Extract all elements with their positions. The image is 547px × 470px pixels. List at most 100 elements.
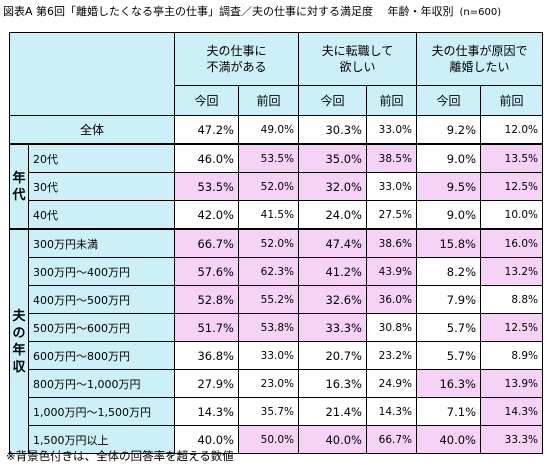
row-label: 600万円～800万円	[28, 341, 175, 370]
value-cell: 46.0%	[174, 143, 239, 173]
value-cell: 21.4%	[298, 397, 367, 426]
satisfaction-table: 夫の仕事に 不満がある 夫に転職して 欲しい 夫の仕事が原因で 離婚したい 今回 前回今…	[9, 32, 543, 454]
total-label: 全体	[9, 115, 175, 145]
value-cell: 8.8%	[480, 285, 543, 314]
value-cell: 32.0%	[298, 172, 367, 201]
value-cell: 51.7%	[174, 313, 239, 342]
value-cell: 47.2%	[174, 115, 239, 145]
value-cell: 40.0%	[416, 425, 481, 454]
value-cell: 9.0%	[416, 143, 481, 173]
value-cell: 13.2%	[480, 257, 543, 286]
value-cell: 14.3%	[174, 397, 239, 426]
table-row: 1,500万円以上 40.0% 50.0% 40.0% 66.7% 40.0% 33.3%	[10, 425, 543, 454]
row-label: 500万円～600万円	[28, 313, 175, 342]
sample-size: (n=600)	[459, 7, 502, 18]
table-row: 40代 42.0% 41.5% 24.0% 27.5% 9.0% 10.0%	[10, 200, 543, 230]
value-cell: 38.6%	[366, 228, 417, 258]
value-cell: 35.7%	[238, 397, 299, 426]
value-cell: 33.0%	[238, 341, 299, 370]
value-cell: 40.0%	[298, 425, 367, 454]
value-cell: 20.7%	[298, 341, 367, 370]
value-cell: 33.3%	[480, 425, 543, 454]
table-row: 30代 53.5% 52.0% 32.0% 33.0% 9.5% 12.5%	[10, 172, 543, 201]
row-label: 1,000万円～1,500万円	[28, 397, 175, 426]
row-label: 300万円～400万円	[28, 257, 175, 286]
value-cell: 32.6%	[298, 285, 367, 314]
row-label: 400万円～500万円	[28, 285, 175, 314]
row-label: 20代	[28, 143, 175, 173]
header-row-groups: 夫の仕事に 不満がある 夫に転職して 欲しい 夫の仕事が原因で 離婚したい	[9, 32, 543, 116]
value-cell: 27.5%	[366, 200, 417, 230]
corner-cell	[9, 32, 175, 116]
value-cell: 66.7%	[174, 228, 239, 258]
footnote: ※背景色付きは、全体の回答率を超える数値	[6, 449, 234, 463]
value-cell: 12.5%	[480, 313, 543, 342]
value-cell: 30.3%	[298, 115, 367, 145]
income-group-label: 夫 の 年 収	[9, 228, 29, 454]
value-cell: 33.0%	[366, 115, 417, 145]
group-header: 夫の仕事に 不満がある	[174, 32, 299, 86]
value-cell: 15.8%	[416, 228, 481, 258]
value-cell: 16.3%	[298, 369, 367, 398]
total-row: 全体 47.2% 49.0% 30.3% 33.0% 9.2% 12.0%	[9, 115, 543, 145]
value-cell: 27.9%	[174, 369, 239, 398]
value-cell: 13.5%	[480, 143, 543, 173]
value-cell: 52.0%	[238, 172, 299, 201]
value-cell: 14.3%	[480, 397, 543, 426]
value-cell: 41.2%	[298, 257, 367, 286]
table-row: 400万円～500万円 52.8% 55.2% 32.6% 36.0% 7.9% 8.8%	[10, 285, 543, 314]
table-row: 夫 の 年 収 300万円未満 66.7% 52.0% 47.4% 38.6% 15.8% 1…	[9, 228, 543, 454]
value-cell: 23.0%	[238, 369, 299, 398]
value-cell: 47.4%	[298, 228, 367, 258]
value-cell: 53.8%	[238, 313, 299, 342]
sub-header-previous: 前回	[480, 85, 543, 116]
value-cell: 13.9%	[480, 369, 543, 398]
value-cell: 52.8%	[174, 285, 239, 314]
value-cell: 35.0%	[298, 143, 367, 173]
row-label: 1,500万円以上	[28, 425, 175, 454]
value-cell: 43.9%	[366, 257, 417, 286]
table-row: 1,000万円～1,500万円 14.3% 35.7% 21.4% 14.3% 7.1% 1…	[10, 397, 543, 426]
sub-header-previous: 前回	[366, 85, 417, 116]
value-cell: 8.9%	[480, 341, 543, 370]
value-cell: 55.2%	[238, 285, 299, 314]
value-cell: 9.5%	[416, 172, 481, 201]
value-cell: 9.0%	[416, 200, 481, 230]
value-cell: 23.2%	[366, 341, 417, 370]
table-row: 600万円～800万円 36.8% 33.0% 20.7% 23.2% 5.7% 8.9%	[10, 341, 543, 370]
value-cell: 7.9%	[416, 285, 481, 314]
sub-header-current: 今回	[298, 85, 367, 116]
group-header: 夫の仕事が原因で 離婚したい	[416, 32, 543, 86]
value-cell: 8.2%	[416, 257, 481, 286]
value-cell: 9.2%	[416, 115, 481, 145]
value-cell: 41.5%	[238, 200, 299, 230]
sub-header-current: 今回	[174, 85, 239, 116]
figure-title: 図表A 第6回「離婚したくなる亭主の仕事」調査／夫の仕事に対する満足度 年齢・年…	[3, 3, 543, 21]
value-cell: 52.0%	[238, 228, 299, 258]
value-cell: 7.1%	[416, 397, 481, 426]
value-cell: 10.0%	[480, 200, 543, 230]
figure-title-text: 図表A 第6回「離婚したくなる亭主の仕事」調査／夫の仕事に対する満足度 年齢・年…	[3, 5, 454, 18]
table-row: 800万円～1,000万円 27.9% 23.0% 16.3% 24.9% 16.3% 13…	[10, 369, 543, 398]
value-cell: 5.7%	[416, 341, 481, 370]
value-cell: 53.5%	[174, 172, 239, 201]
table-row: 年 代 20代 46.0% 53.5% 35.0% 38.5% 9.0% 13.5%	[9, 143, 543, 230]
value-cell: 38.5%	[366, 143, 417, 173]
value-cell: 57.6%	[174, 257, 239, 286]
row-label: 800万円～1,000万円	[28, 369, 175, 398]
value-cell: 36.0%	[366, 285, 417, 314]
value-cell: 36.8%	[174, 341, 239, 370]
value-cell: 50.0%	[238, 425, 299, 454]
row-label: 300万円未満	[28, 228, 175, 258]
value-cell: 12.0%	[480, 115, 543, 145]
value-cell: 24.9%	[366, 369, 417, 398]
value-cell: 49.0%	[238, 115, 299, 145]
sub-header-current: 今回	[416, 85, 481, 116]
value-cell: 53.5%	[238, 143, 299, 173]
value-cell: 42.0%	[174, 200, 239, 230]
table-row: 300万円～400万円 57.6% 62.3% 41.2% 43.9% 8.2% 13.2%	[10, 257, 543, 286]
table-row: 500万円～600万円 51.7% 53.8% 33.3% 30.8% 5.7% 12.5%	[10, 313, 543, 342]
header-row-sub: 今回 前回 今回 前回 今回 前回	[10, 85, 543, 116]
value-cell: 33.3%	[298, 313, 367, 342]
value-cell: 33.0%	[366, 172, 417, 201]
